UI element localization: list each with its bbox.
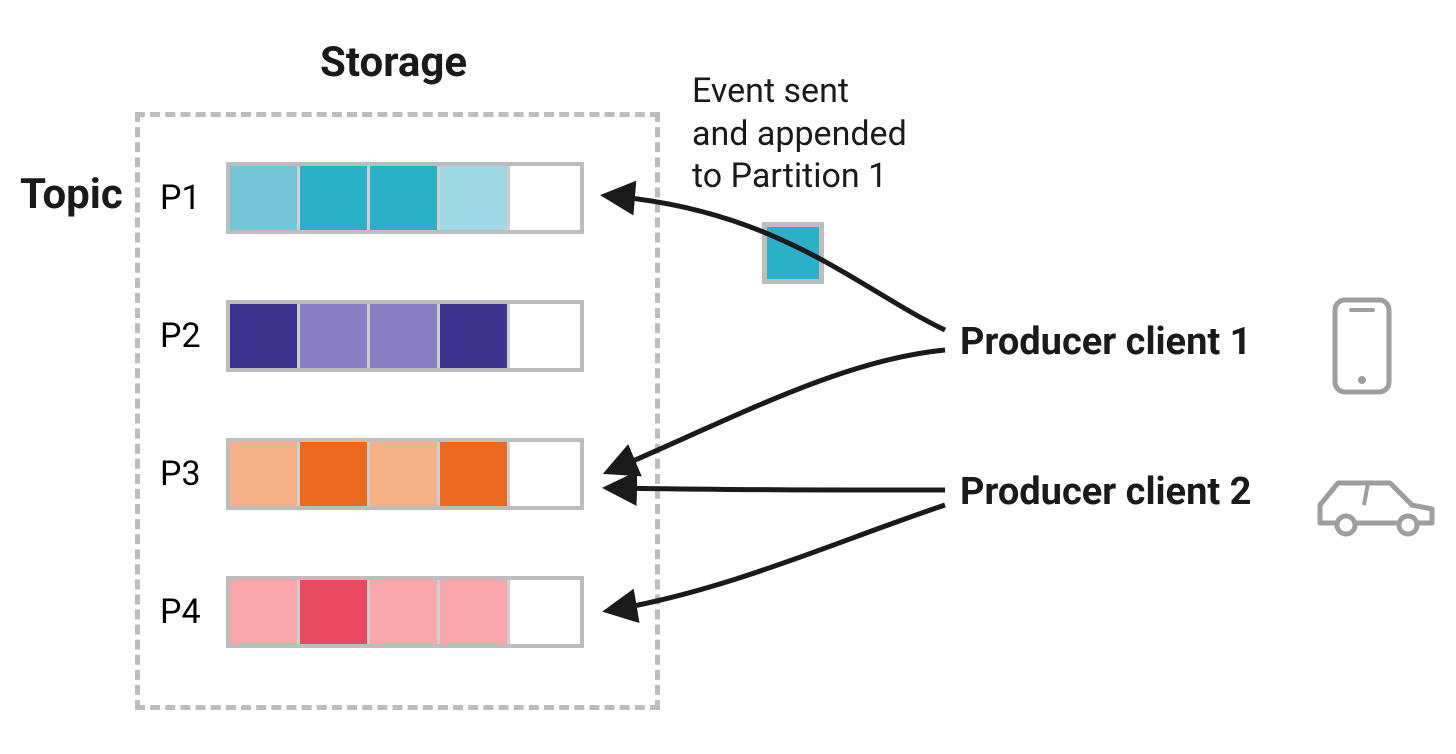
topic-title: Topic xyxy=(20,170,123,219)
phone-icon xyxy=(1335,300,1389,392)
producer-1-label: Producer client 1 xyxy=(960,320,1251,364)
partition-label-p4: P4 xyxy=(160,592,208,632)
partition-cells-p4 xyxy=(226,576,584,648)
cell xyxy=(300,304,370,368)
event-annotation: Event sent and appended to Partition 1 xyxy=(692,70,907,198)
arrow xyxy=(612,350,945,470)
cell xyxy=(510,166,580,230)
partition-row-p3: P3 xyxy=(160,438,584,510)
partition-cells-p3 xyxy=(226,438,584,510)
partition-cells-p2 xyxy=(226,300,584,372)
cell xyxy=(510,304,580,368)
partition-label-p3: P3 xyxy=(160,454,208,494)
event-line-2: and appended xyxy=(692,113,907,156)
cell xyxy=(230,442,300,506)
cell xyxy=(370,580,440,644)
cell xyxy=(230,580,300,644)
diagram-stage: Storage Topic P1 P2 P3 P4 Event sent and ap… xyxy=(0,0,1456,754)
partition-row-p4: P4 xyxy=(160,576,584,648)
partition-cells-p1 xyxy=(226,162,584,234)
cell xyxy=(230,304,300,368)
cell xyxy=(440,166,510,230)
partition-label-p1: P1 xyxy=(160,178,208,218)
arrow xyxy=(612,505,945,610)
producer-2-label: Producer client 2 xyxy=(960,470,1251,514)
storage-title: Storage xyxy=(320,38,467,87)
cell xyxy=(510,580,580,644)
cell xyxy=(300,442,370,506)
partition-label-p2: P2 xyxy=(160,316,208,356)
cell xyxy=(440,442,510,506)
cell xyxy=(230,166,300,230)
cell xyxy=(370,166,440,230)
event-line-3: to Partition 1 xyxy=(692,155,907,198)
event-line-1: Event sent xyxy=(692,70,907,113)
partition-row-p1: P1 xyxy=(160,162,584,234)
cell xyxy=(370,442,440,506)
cell xyxy=(370,304,440,368)
cell xyxy=(300,166,370,230)
arrow xyxy=(612,488,945,490)
cell xyxy=(300,580,370,644)
cell xyxy=(440,580,510,644)
cell xyxy=(510,442,580,506)
event-box xyxy=(762,222,824,284)
car-icon xyxy=(1320,483,1432,534)
partition-row-p2: P2 xyxy=(160,300,584,372)
cell xyxy=(440,304,510,368)
